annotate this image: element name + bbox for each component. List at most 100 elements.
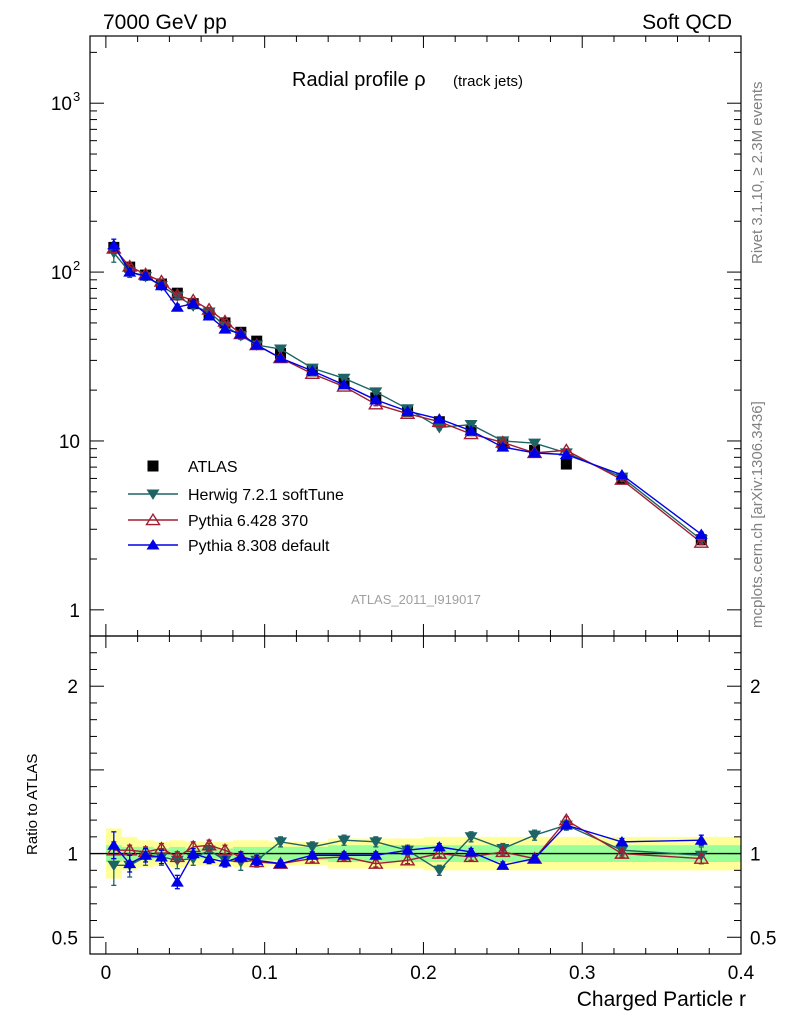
main-y-tick-label: 1: [69, 601, 80, 622]
legend-label-atlas: ATLAS: [188, 459, 238, 476]
x-tick-label: 0.1: [251, 963, 277, 984]
rivet-label: Rivet 3.1.10, ≥ 2.3M events: [749, 82, 766, 265]
x-tick-label: 0.3: [569, 963, 595, 984]
pythia-8-308-default-point: [305, 365, 319, 376]
pythia-8-308-default-ratio-point: [305, 849, 319, 860]
herwig-7-2-1-softtune-ratio-point: [528, 830, 542, 842]
pythia-8-308-default-ratio-point: [123, 857, 137, 869]
pythia-6-428-370-point: [693, 535, 710, 548]
pythia-8-308-default-ratio-point: [107, 839, 121, 850]
pythia-8-308-default-ratio-point: [496, 859, 510, 870]
herwig-7-2-1-softtune-ratio-point: [107, 860, 121, 872]
ratio-y-tick-label: 0.5: [52, 928, 78, 949]
x-tick-label: 0.4: [728, 963, 755, 984]
pythia-6-428-370-ratio-point: [693, 851, 710, 864]
pythia-8-308-default-ratio-point: [139, 849, 153, 860]
pythia-8-308-default-point: [337, 378, 351, 390]
pythia-8-308-default-point: [107, 238, 121, 250]
pythia-6-428-370-ratio-point: [169, 849, 186, 863]
legend-marker-atlas: [147, 460, 159, 472]
herwig-7-2-1-softtune-ratio-line: [113, 824, 702, 872]
atlas-data-point: [560, 458, 572, 470]
x-tick-label: 0: [101, 963, 112, 984]
pythia-8-308-default-ratio-point: [186, 847, 200, 859]
x-axis-label: Charged Particle r: [577, 988, 746, 1011]
header-left: 7000 GeV pp: [103, 11, 227, 34]
ratio-y-axis-label: Ratio to ATLAS: [24, 754, 41, 855]
herwig-7-2-1-softtune-ratio-point: [305, 842, 319, 853]
pythia-8-308-default-ratio-point: [401, 844, 415, 855]
ratio-y-tick-label-right: 0.5: [750, 928, 776, 949]
pythia-8-308-default-point: [274, 352, 288, 363]
legend-marker-pythia-6-428-370: [145, 512, 161, 526]
herwig-7-2-1-softtune-ratio-point: [432, 865, 446, 877]
pythia-6-428-370-ratio-line: [113, 819, 702, 865]
pythia-8-308-default-ratio-point: [218, 856, 232, 867]
main-y-tick-label: 10: [51, 263, 72, 284]
pythia-8-308-default-line: [113, 244, 702, 535]
pythia-8-308-default-point: [432, 413, 446, 424]
pythia-8-308-default-ratio-point: [559, 819, 573, 830]
pythia-6-428-370-ratio-point: [431, 846, 448, 859]
pythia-8-308-default-ratio-point: [464, 846, 478, 857]
herwig-7-2-1-softtune-ratio-point: [337, 835, 351, 847]
pythia-8-308-default-ratio-point: [202, 852, 216, 864]
pythia-8-308-default-ratio-point: [369, 849, 383, 860]
main-y-tick-label: 10: [51, 94, 72, 115]
pythia-8-308-default-point: [401, 405, 415, 416]
pythia-8-308-default-ratio-point: [694, 834, 708, 845]
herwig-7-2-1-softtune-point: [369, 387, 383, 398]
chart-subtitle: (track jets): [453, 73, 523, 90]
pythia-8-308-default-ratio-point: [432, 841, 446, 852]
pythia-6-428-370-line: [113, 247, 702, 544]
pythia-6-428-370-ratio-point: [614, 846, 630, 859]
ratio-y-tick-label: 1: [67, 845, 78, 866]
pythia-8-308-default-point: [123, 266, 137, 277]
pythia-8-308-default-point: [234, 328, 248, 339]
pythia-8-308-default-point: [528, 447, 542, 458]
x-tick-label: 0.2: [410, 963, 436, 984]
herwig-7-2-1-softtune-ratio-point: [274, 837, 288, 848]
pythia-8-308-default-point: [559, 448, 573, 460]
legend-label-pythia-6-428-370: Pythia 6.428 370: [188, 513, 308, 530]
herwig-7-2-1-softtune-line: [113, 252, 702, 541]
pythia-8-308-default-point: [218, 323, 232, 334]
mcplots-label: mcplots.cern.ch [arXiv:1306.3436]: [749, 401, 766, 628]
main-y-tick-exponent: 2: [73, 258, 80, 273]
legend-marker-pythia-8-308-default: [146, 539, 160, 550]
analysis-id: ATLAS_2011_I919017: [351, 592, 481, 607]
pythia-6-428-370-ratio-point: [368, 856, 384, 869]
herwig-7-2-1-softtune-point: [337, 373, 351, 385]
pythia-6-428-370-point: [169, 287, 186, 301]
pythia-8-308-default-point: [250, 339, 264, 350]
chart-title: Radial profile ρ: [292, 69, 426, 91]
pythia-6-428-370-ratio-point: [201, 838, 217, 851]
ratio-panel: 0 0.1 0.2 0.3 0.4 0.5 0.5 1 1 2 2: [52, 635, 776, 984]
herwig-7-2-1-softtune-point: [432, 423, 446, 434]
pythia-8-308-default-ratio-point: [170, 876, 184, 887]
herwig-7-2-1-softtune-ratio-point: [464, 832, 478, 843]
pythia-8-308-default-ratio-point: [615, 836, 629, 847]
pythia-8-308-default-ratio-point: [274, 857, 288, 869]
main-y-tick-label: 10: [59, 432, 80, 453]
pythia-8-308-default-point: [186, 297, 200, 309]
main-y-tick-exponent: 3: [73, 89, 80, 104]
pythia-8-308-default-point: [139, 269, 153, 281]
header-right: Soft QCD: [642, 11, 732, 34]
pythia-8-308-default-ratio-line: [113, 824, 702, 884]
ratio-y-tick-label: 2: [67, 677, 78, 698]
pythia-8-308-default-point: [202, 310, 216, 321]
pythia-8-308-default-ratio-point: [234, 851, 248, 862]
ratio-y-tick-label-right: 2: [750, 677, 761, 698]
ratio-frame: [89, 635, 742, 955]
herwig-7-2-1-softtune-ratio-point: [202, 845, 216, 857]
legend-marker-herwig-7-2-1-softtune: [146, 489, 160, 500]
pythia-8-308-default-point: [694, 528, 708, 539]
herwig-7-2-1-softtune-ratio-point: [369, 837, 383, 848]
pythia-8-308-default-point: [154, 279, 168, 291]
ratio-y-tick-label-right: 1: [750, 845, 761, 866]
herwig-7-2-1-softtune-point: [274, 344, 288, 355]
pythia-8-308-default-ratio-point: [154, 851, 168, 862]
